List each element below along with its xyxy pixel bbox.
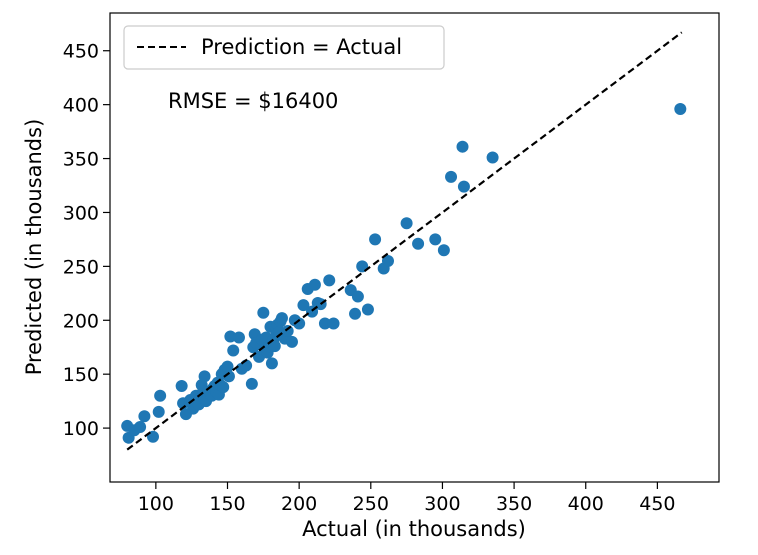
scatter-point	[400, 217, 413, 230]
y-tick-label: 150	[63, 364, 99, 386]
plot-frame	[109, 12, 720, 483]
y-tick-label: 350	[63, 149, 99, 171]
y-tick-label: 400	[63, 95, 99, 117]
scatter-point	[361, 303, 374, 316]
y-tick-label: 250	[63, 256, 99, 278]
legend-box	[123, 25, 445, 70]
scatter-point	[152, 405, 165, 418]
x-tick-label: 400	[568, 493, 604, 515]
scatter-point	[429, 233, 442, 246]
scatter-point	[281, 325, 294, 338]
legend-entry-label: Prediction = Actual	[201, 35, 402, 59]
scatter-point	[351, 290, 364, 303]
scatter-point	[456, 140, 469, 153]
scatter-point	[412, 237, 425, 250]
scatter-point	[308, 278, 321, 291]
scatter-point	[265, 357, 278, 370]
y-axis: 100 150 200 250 300 350 400 450	[63, 41, 110, 440]
scatter-point	[268, 340, 281, 353]
scatter-point	[437, 244, 450, 257]
scatter-point	[486, 151, 499, 164]
scatter-point	[381, 254, 394, 267]
scatter-point	[349, 307, 362, 320]
x-axis-label: Actual (in thousands)	[302, 517, 526, 541]
x-tick-label: 250	[353, 493, 389, 515]
x-axis: 100 150 200 250 300 350 400 450	[138, 482, 676, 515]
x-tick-label: 200	[281, 493, 317, 515]
scatter-point	[245, 377, 258, 390]
scatter-point	[198, 370, 211, 383]
scatter-point	[257, 306, 270, 319]
scatter-point	[369, 233, 382, 246]
scatter-point	[134, 421, 147, 434]
scatter-point	[323, 274, 336, 287]
scatter-point	[674, 102, 687, 115]
scatter-point	[232, 331, 245, 344]
scatter-point	[221, 360, 234, 373]
x-tick-label: 450	[639, 493, 675, 515]
y-tick-label: 200	[63, 310, 99, 332]
scatter-point	[457, 180, 470, 193]
x-tick-label: 350	[496, 493, 532, 515]
x-tick-label: 100	[138, 493, 174, 515]
legend: Prediction = Actual	[123, 25, 445, 70]
y-axis-label: Predicted (in thousands)	[22, 119, 46, 376]
y-tick-label: 100	[63, 418, 99, 440]
scatter-point	[138, 410, 151, 423]
scatter-point	[445, 170, 458, 183]
x-tick-label: 300	[424, 493, 460, 515]
scatter-point	[293, 317, 306, 330]
scatter-point	[222, 370, 235, 383]
y-tick-label: 300	[63, 202, 99, 224]
prediction-equals-actual-line	[126, 31, 683, 451]
scatter-point	[227, 344, 240, 357]
scatter-point	[285, 335, 298, 348]
x-tick-label: 150	[209, 493, 245, 515]
scatter-point	[327, 317, 340, 330]
scatter-point	[175, 380, 188, 393]
scatter-point	[297, 299, 310, 312]
series-layer	[121, 31, 687, 451]
rmse-annotation: RMSE = $16400	[168, 89, 338, 113]
scatter-point	[154, 389, 167, 402]
y-tick-label: 450	[63, 41, 99, 63]
scatter-point	[275, 312, 288, 325]
scatter-point	[318, 317, 331, 330]
scatter-point	[217, 381, 230, 394]
